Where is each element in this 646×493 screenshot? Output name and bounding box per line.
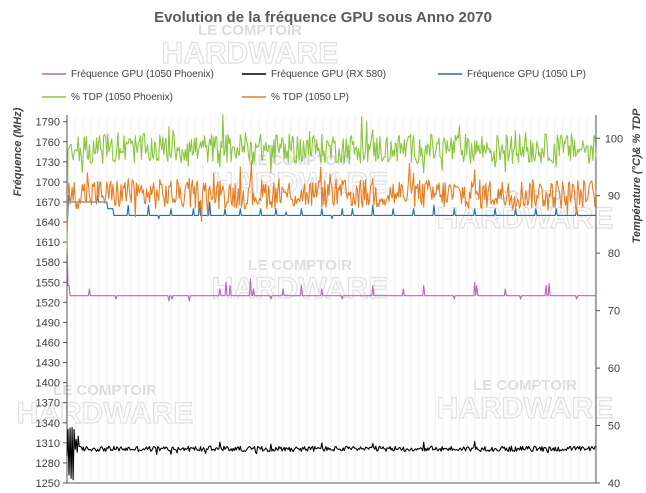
series-line-2 — [66, 426, 597, 481]
y-tick-label: 1790 — [36, 117, 60, 129]
y-tick-label: 1670 — [36, 197, 60, 209]
series-line-4 — [66, 114, 597, 254]
y-tick-label: 1490 — [36, 317, 60, 329]
y-tick-label: 1640 — [36, 217, 60, 229]
watermark-text: HARDWARE — [162, 37, 339, 70]
y2-tick-label: 50 — [608, 421, 620, 433]
series-line-1 — [66, 235, 596, 302]
legend-label: Fréquence GPU (RX 580) — [271, 69, 386, 80]
y-tick-label: 1580 — [36, 257, 60, 269]
legend-item: % TDP (1050 LP) — [242, 92, 349, 103]
y-tick-label: 1610 — [36, 237, 60, 249]
legend-item: Fréquence GPU (RX 580) — [242, 69, 386, 80]
legend-label: Fréquence GPU (1050 LP) — [467, 69, 586, 80]
y-tick-label: 1430 — [36, 358, 60, 370]
y2-tick-label: 80 — [608, 248, 620, 260]
y-tick-label: 1730 — [36, 157, 60, 169]
y-tick-label: 1400 — [36, 378, 60, 390]
y2-tick-label: 70 — [608, 306, 620, 318]
legend: Fréquence GPU (1050 Phoenix) Fréquence GP… — [42, 69, 586, 103]
y2-tick-label: 40 — [608, 478, 620, 490]
y2-tick-label: 100 — [605, 133, 623, 145]
legend-item: Fréquence GPU (1050 Phoenix) — [42, 69, 214, 80]
y-tick-label: 1460 — [36, 337, 60, 349]
legend-label: % TDP (1050 Phoenix) — [71, 92, 173, 103]
plot-area: 1250 1280 1310 1340 1370 1400 1430 1460 1490 1520… — [36, 114, 623, 490]
watermark-text: HARDWARE — [437, 392, 614, 425]
watermark-text: LE COMPTOIR — [198, 22, 302, 39]
legend-label: % TDP (1050 LP) — [271, 92, 349, 103]
legend-item: Fréquence GPU (1050 LP) — [438, 69, 586, 80]
y-tick-label: 1280 — [36, 458, 60, 470]
y-tick-label: 1760 — [36, 137, 60, 149]
watermark-text: LE COMPTOIR — [248, 257, 352, 274]
chart-title: Evolution de la fréquence GPU sous Anno … — [154, 9, 492, 26]
watermark-text: HARDWARE — [437, 202, 614, 235]
watermark-text: HARDWARE — [17, 397, 194, 430]
y2-axis-label: Température (°C)& % TDP — [631, 108, 643, 243]
legend-item: % TDP (1050 Phoenix) — [42, 92, 173, 103]
watermark-text: HARDWARE — [212, 272, 389, 305]
y2-tick-label: 60 — [608, 363, 620, 375]
series-line-5 — [66, 160, 597, 231]
y-tick-label: 1250 — [36, 478, 60, 490]
y-axis-label: Fréquence (MHz) — [12, 107, 24, 196]
y-tick-label: 1550 — [36, 277, 60, 289]
legend-label: Fréquence GPU (1050 Phoenix) — [71, 69, 214, 80]
y-tick-label: 1370 — [36, 398, 60, 410]
y2-tick-label: 90 — [608, 191, 620, 203]
series-line-3 — [66, 194, 596, 236]
y-tick-label: 1310 — [36, 438, 60, 450]
y-tick-label: 1700 — [36, 177, 60, 189]
y-tick-label: 1520 — [36, 297, 60, 309]
y-tick-label: 1340 — [36, 418, 60, 430]
